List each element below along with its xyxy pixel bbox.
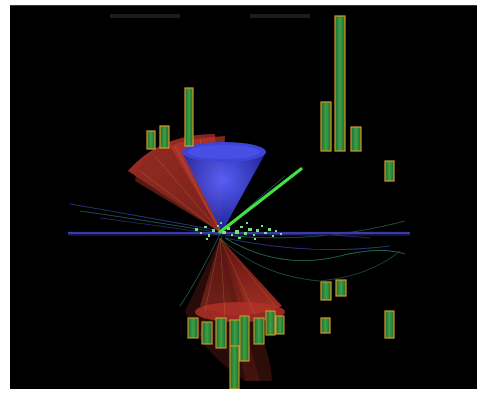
faint-header-marks [110, 14, 310, 18]
lepton-track [218, 167, 303, 234]
towers-lower-right [320, 279, 395, 339]
towers-upper-right [320, 15, 395, 182]
towers-upper-left [146, 87, 194, 150]
towers-lower-center [187, 310, 285, 389]
event-display-canvas [68, 14, 410, 389]
event-display-viewport [10, 6, 477, 389]
vertex-hits [195, 222, 282, 240]
blue-cone [182, 142, 266, 232]
